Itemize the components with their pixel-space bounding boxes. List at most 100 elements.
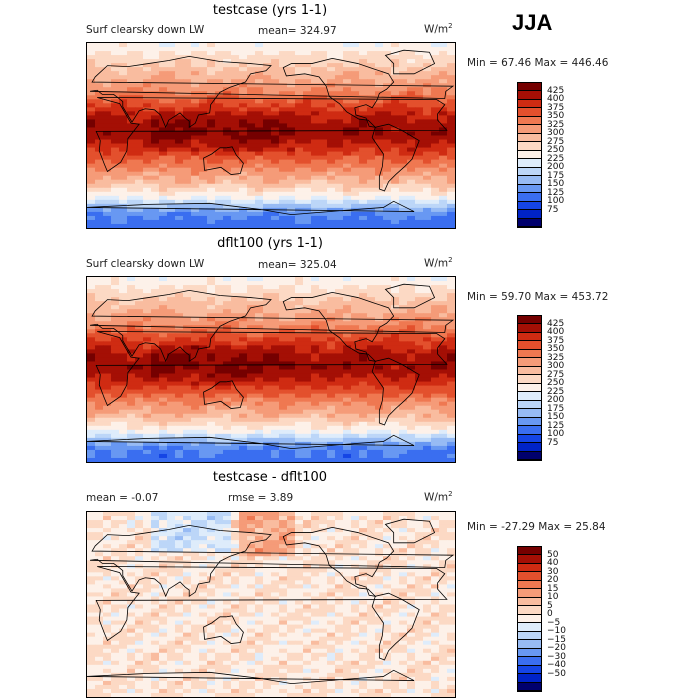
contour-cell (407, 123, 416, 129)
contour-cell (423, 55, 432, 60)
contour-cell (415, 305, 424, 310)
contour-cell (351, 179, 360, 185)
contour-cell (159, 385, 168, 391)
contour-cell (231, 187, 240, 193)
contour-cell (295, 457, 304, 462)
contour-cell (383, 516, 392, 521)
contour-cell (383, 369, 392, 375)
contour-cell (295, 223, 304, 228)
contour-cell (263, 293, 272, 298)
contour-cell (407, 377, 416, 383)
contour-cell (127, 325, 136, 330)
contour-cell (311, 401, 320, 407)
contour-cell (351, 115, 360, 121)
contour-cell (407, 127, 416, 133)
contour-cell (383, 556, 392, 561)
contour-cell (287, 223, 296, 228)
contour-cell (111, 548, 120, 553)
contour-cell (95, 75, 104, 80)
contour-cell (223, 305, 232, 310)
contour-cell (119, 59, 128, 64)
contour-cell (215, 187, 224, 193)
contour-cell (303, 127, 312, 133)
contour-cell (407, 381, 416, 387)
contour-cell (431, 564, 440, 569)
contour-cell (167, 277, 176, 282)
contour-cell (423, 131, 432, 137)
contour-cell (159, 277, 168, 282)
contour-cell (359, 449, 368, 455)
contour-cell (135, 167, 144, 173)
contour-cell (135, 317, 144, 322)
contour-cell (311, 79, 320, 84)
contour-cell (295, 329, 304, 334)
contour-cell (231, 55, 240, 60)
contour-cell (223, 281, 232, 286)
contour-cell (207, 171, 216, 177)
contour-cell (239, 389, 248, 395)
contour-cell (103, 361, 112, 367)
contour-cell (127, 377, 136, 383)
contour-cell (359, 369, 368, 375)
contour-cell (375, 143, 384, 149)
contour-cell (391, 103, 400, 108)
contour-cell (95, 373, 104, 379)
contour-cell (159, 207, 168, 213)
colorbar-label: 425 (547, 318, 565, 329)
contour-cell (391, 337, 400, 342)
contour-cell (175, 199, 184, 205)
contour-cell (167, 429, 176, 435)
panel1-mean: mean= 324.97 (258, 25, 337, 37)
contour-cell (367, 139, 376, 145)
contour-cell (279, 211, 288, 217)
contour-cell (151, 429, 160, 435)
contour-cell (295, 333, 304, 338)
contour-cell (175, 401, 184, 407)
contour-cell (231, 560, 240, 565)
contour-cell (95, 163, 104, 169)
contour-cell (295, 305, 304, 310)
contour-cell (231, 297, 240, 302)
contour-cell (111, 520, 120, 525)
contour-cell (367, 43, 376, 48)
contour-cell (447, 345, 455, 350)
contour-cell (247, 564, 256, 569)
contour-cell (439, 281, 448, 286)
contour-cell (367, 187, 376, 193)
contour-cell (263, 71, 272, 76)
contour-cell (143, 393, 152, 399)
contour-cell (111, 393, 120, 399)
contour-cell (231, 281, 240, 286)
contour-cell (263, 556, 272, 561)
contour-cell (399, 179, 408, 185)
contour-cell (247, 413, 256, 419)
contour-cell (207, 445, 216, 451)
contour-cell (447, 191, 455, 197)
contour-cell (127, 540, 136, 545)
contour-cell (343, 365, 352, 371)
contour-cell (255, 528, 264, 533)
contour-cell (255, 317, 264, 322)
contour-cell (407, 151, 416, 157)
contour-cell (95, 405, 104, 411)
contour-cell (143, 512, 152, 517)
contour-cell (215, 329, 224, 334)
contour-cell (367, 131, 376, 137)
contour-cell (375, 393, 384, 399)
contour-cell (327, 341, 336, 346)
contour-cell (231, 183, 240, 189)
contour-cell (207, 135, 216, 141)
contour-cell (279, 67, 288, 72)
contour-cell (287, 175, 296, 181)
contour-cell (183, 437, 192, 443)
contour-cell (439, 433, 448, 439)
contour-cell (447, 441, 455, 447)
contour-cell (87, 524, 96, 529)
contour-cell (407, 349, 416, 355)
contour-cell (183, 349, 192, 355)
contour-cell (191, 207, 200, 213)
contour-cell (431, 289, 440, 294)
contour-cell (199, 317, 208, 322)
contour-cell (439, 107, 448, 112)
contour-cell (439, 317, 448, 322)
